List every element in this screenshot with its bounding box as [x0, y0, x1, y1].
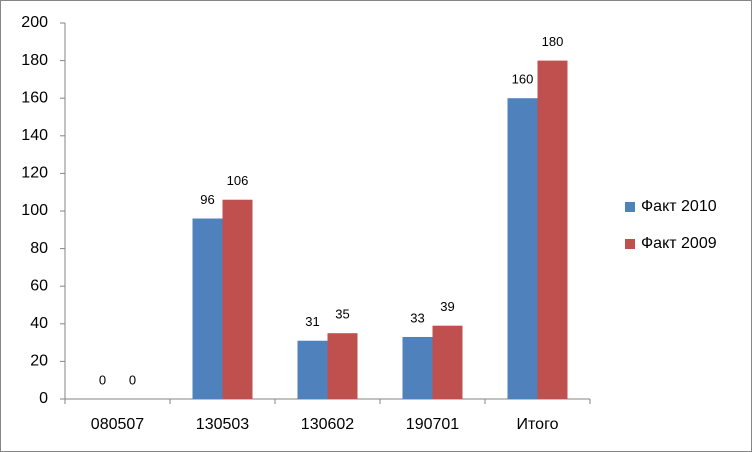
bar: [222, 199, 253, 399]
y-tick-label: 200: [21, 14, 48, 31]
y-tick-label: 140: [21, 127, 48, 144]
data-label: 0: [99, 372, 106, 387]
data-label: 180: [542, 34, 564, 49]
y-tick-label: 120: [21, 165, 48, 182]
x-tick-label: 080507: [91, 416, 144, 433]
y-tick-label: 80: [30, 240, 48, 257]
data-label: 33: [410, 310, 424, 325]
x-tick-label: 190701: [406, 416, 459, 433]
x-tick-label: 130602: [301, 416, 354, 433]
data-label: 96: [200, 192, 214, 207]
y-tick-label: 180: [21, 52, 48, 69]
data-label: 35: [335, 307, 349, 322]
bar: [327, 333, 358, 399]
y-tick-label: 60: [30, 277, 48, 294]
data-label: 106: [227, 173, 249, 188]
legend-label: Факт 2010: [641, 198, 717, 215]
legend-label: Факт 2009: [641, 235, 717, 252]
bar: [192, 218, 223, 399]
x-tick-label: Итого: [517, 416, 559, 433]
legend-swatch: [625, 239, 635, 249]
y-tick-label: 160: [21, 89, 48, 106]
y-tick-label: 40: [30, 315, 48, 332]
data-label: 39: [440, 299, 454, 314]
bar: [507, 98, 538, 399]
x-tick-label: 130503: [196, 416, 249, 433]
bar: [402, 336, 433, 399]
bar: [432, 325, 463, 399]
data-label: 160: [512, 72, 534, 87]
bar: [537, 60, 568, 399]
legend-swatch: [625, 202, 635, 212]
y-tick-label: 20: [30, 353, 48, 370]
y-tick-label: 0: [39, 390, 48, 407]
bar: [297, 340, 328, 399]
data-label: 0: [129, 372, 136, 387]
data-label: 31: [305, 314, 319, 329]
y-tick-label: 100: [21, 202, 48, 219]
